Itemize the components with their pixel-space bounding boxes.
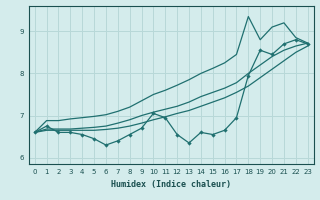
X-axis label: Humidex (Indice chaleur): Humidex (Indice chaleur) <box>111 180 231 189</box>
